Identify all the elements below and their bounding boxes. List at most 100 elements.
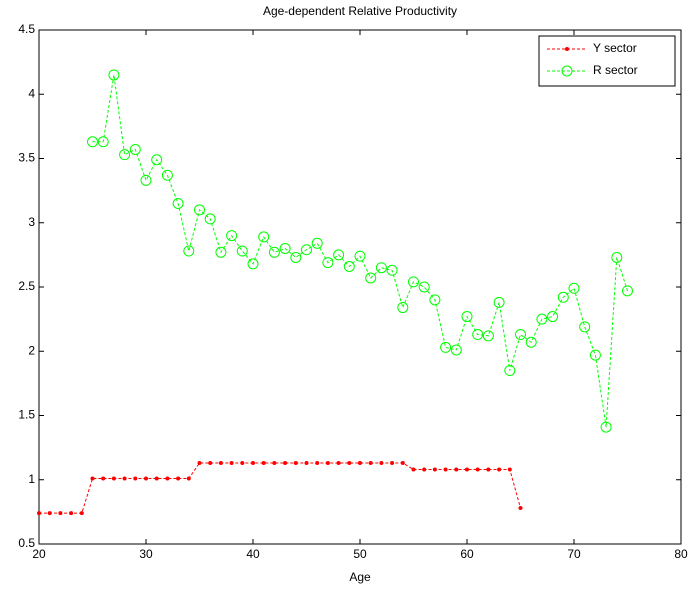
point	[579, 321, 591, 333]
point	[429, 294, 441, 306]
point	[140, 174, 152, 186]
point	[186, 476, 191, 481]
point	[304, 461, 309, 466]
point	[101, 476, 106, 481]
point	[47, 511, 52, 516]
point	[358, 461, 362, 466]
legend-label: R sector	[593, 63, 638, 77]
point	[600, 421, 612, 433]
point	[208, 461, 213, 466]
point	[443, 467, 448, 472]
point	[397, 302, 409, 314]
x-axis-label: Age	[349, 570, 371, 584]
point	[111, 476, 116, 481]
point	[172, 197, 184, 209]
point	[432, 467, 437, 472]
point	[261, 461, 266, 466]
plot-area	[38, 29, 682, 545]
point	[301, 244, 312, 256]
legend: Y sector R sector	[538, 35, 676, 87]
point	[79, 511, 84, 516]
series-line	[92, 74, 628, 428]
point	[368, 461, 373, 466]
point	[87, 136, 98, 148]
point	[133, 476, 138, 481]
point	[240, 461, 245, 466]
point	[482, 330, 494, 342]
point	[547, 311, 559, 323]
point	[493, 296, 505, 308]
point	[58, 511, 63, 516]
point	[454, 467, 459, 472]
point	[386, 264, 398, 276]
point	[154, 476, 159, 481]
point	[475, 467, 480, 472]
point	[507, 467, 512, 472]
point	[122, 476, 127, 481]
y-tick-label: 2.5	[18, 279, 35, 293]
legend-marker	[561, 65, 573, 77]
point	[568, 282, 580, 294]
y-tick-label: 2	[28, 343, 35, 357]
point	[176, 476, 181, 481]
point	[161, 169, 173, 181]
point	[258, 231, 270, 243]
point	[408, 276, 419, 288]
point	[311, 237, 323, 249]
legend-box	[538, 35, 676, 87]
x-tick-label: 20	[32, 547, 46, 561]
point	[515, 329, 526, 341]
point	[518, 506, 523, 511]
point	[290, 251, 302, 263]
y-tick-label: 4	[28, 86, 35, 100]
y-tick-label: 1.5	[18, 408, 35, 422]
point	[194, 204, 205, 216]
x-tick-label: 70	[567, 547, 581, 561]
point	[390, 461, 395, 466]
y-tick-label: 0.5	[18, 536, 35, 550]
point	[251, 461, 255, 466]
point	[315, 461, 320, 466]
point	[144, 476, 148, 481]
point	[465, 467, 469, 472]
point	[557, 291, 569, 303]
series-line	[39, 462, 521, 514]
point	[204, 213, 216, 225]
legend-label: Y sector	[593, 41, 637, 55]
y-tick-label: 1	[28, 472, 35, 486]
point	[525, 336, 537, 348]
x-tick-label: 60	[460, 547, 474, 561]
chart-title: Age-dependent Relative Productivity	[263, 4, 457, 18]
point	[589, 349, 601, 361]
point	[119, 149, 131, 161]
x-tick-label: 30	[139, 547, 153, 561]
point	[622, 285, 633, 297]
y-tick-label: 3	[28, 215, 35, 229]
y-tick-label: 3.5	[18, 151, 35, 165]
point	[283, 461, 288, 466]
point	[97, 136, 109, 148]
point	[129, 144, 141, 156]
point	[472, 329, 484, 341]
legend-marker	[565, 47, 569, 51]
point	[336, 461, 341, 466]
point	[497, 467, 502, 472]
y-tick-label: 4.5	[18, 22, 35, 36]
point	[611, 251, 623, 263]
point	[293, 461, 298, 466]
point	[461, 311, 473, 323]
point	[215, 246, 227, 258]
point	[218, 461, 223, 466]
point	[229, 461, 234, 466]
point	[108, 69, 120, 81]
point	[322, 257, 334, 269]
point	[37, 511, 41, 516]
point	[418, 281, 430, 293]
point	[151, 154, 163, 166]
point	[354, 250, 366, 262]
point	[411, 467, 416, 472]
point	[504, 365, 516, 377]
point	[226, 230, 238, 242]
x-tick-label: 50	[353, 547, 367, 561]
